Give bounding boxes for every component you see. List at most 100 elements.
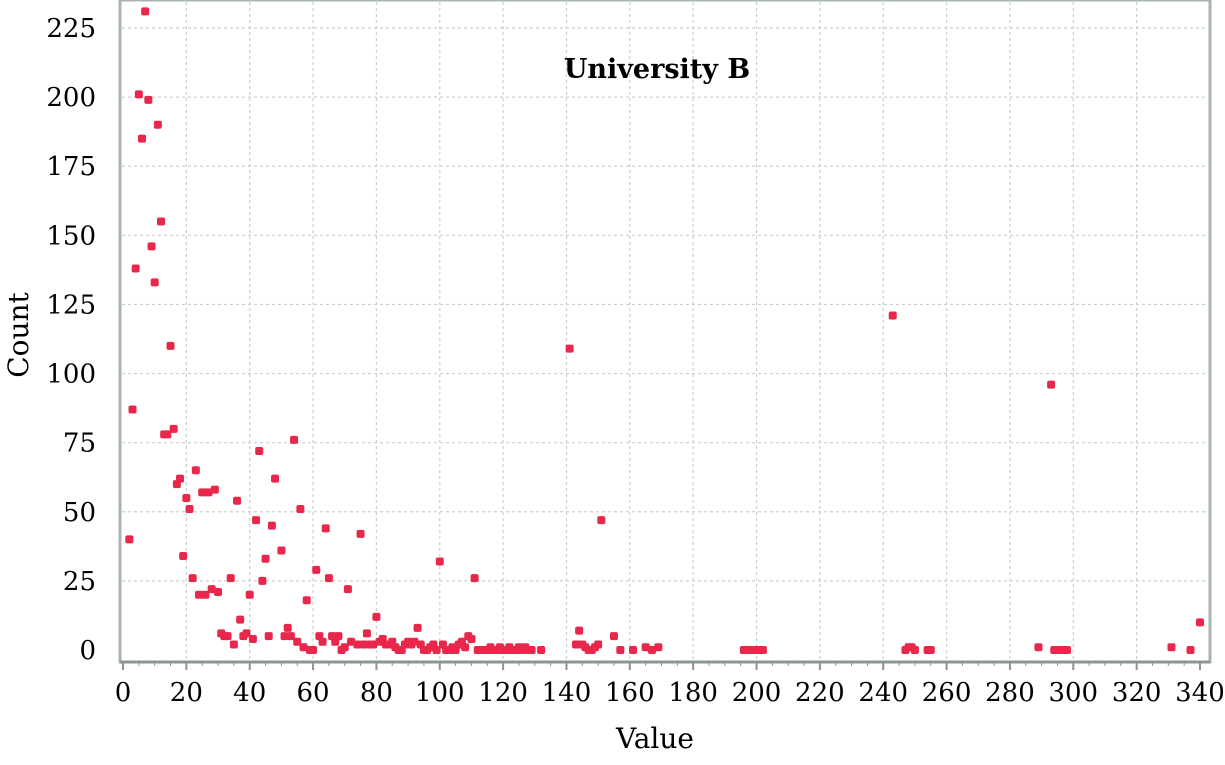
data-point	[575, 626, 584, 635]
data-point	[347, 637, 356, 646]
data-point	[296, 505, 305, 514]
data-point	[293, 637, 302, 646]
data-point	[1034, 643, 1043, 652]
chart-title: University B	[564, 54, 750, 85]
data-point	[565, 344, 574, 353]
x-tick-label: 200	[732, 678, 782, 708]
y-axis-ticks: 0 25 50 75 100 125 150 175 200 225	[46, 14, 96, 666]
data-point	[248, 634, 257, 643]
data-point	[334, 632, 343, 641]
data-point	[255, 446, 264, 455]
data-point	[204, 488, 213, 497]
data-point	[214, 587, 223, 596]
data-point	[210, 485, 219, 494]
x-tick-label: 20	[170, 678, 203, 708]
data-point	[654, 643, 663, 652]
x-tick-label: 320	[1112, 678, 1162, 708]
data-point	[413, 623, 422, 632]
data-point	[267, 521, 276, 530]
data-point	[571, 640, 580, 649]
data-point	[134, 90, 143, 99]
data-point	[641, 643, 650, 652]
x-tick-label: 180	[668, 678, 718, 708]
data-point	[628, 646, 637, 654]
data-point	[527, 646, 536, 654]
data-point	[141, 7, 150, 16]
data-point	[1186, 646, 1195, 654]
y-tick-label: 125	[46, 290, 96, 320]
data-point	[359, 640, 368, 649]
data-point	[432, 646, 441, 654]
y-axis-title: Count	[2, 291, 35, 377]
data-point	[597, 516, 606, 525]
data-point	[1196, 618, 1204, 627]
data-point	[461, 643, 470, 652]
data-point	[271, 474, 280, 483]
data-point	[242, 629, 251, 638]
data-point	[261, 554, 270, 563]
y-tick-label: 50	[63, 498, 96, 528]
data-point	[739, 646, 748, 654]
data-point	[191, 466, 200, 475]
data-point	[616, 646, 625, 654]
data-point	[318, 637, 327, 646]
data-point	[299, 643, 308, 652]
data-point	[207, 585, 216, 594]
data-point	[280, 632, 289, 641]
data-point	[185, 505, 194, 514]
data-point	[758, 646, 767, 654]
x-tick-label: 120	[478, 678, 528, 708]
data-point	[926, 646, 935, 654]
data-point	[324, 574, 333, 583]
data-point	[467, 634, 476, 643]
x-tick-label: 340	[1175, 678, 1225, 708]
data-point	[147, 242, 156, 251]
grid-lines	[122, 2, 1208, 660]
data-point	[128, 405, 137, 414]
x-tick-label: 100	[415, 678, 465, 708]
data-point	[258, 576, 267, 585]
data-point	[252, 516, 261, 525]
data-point	[198, 488, 207, 497]
data-point	[176, 474, 185, 483]
data-point	[182, 493, 191, 502]
data-point	[153, 120, 162, 129]
data-point	[125, 535, 134, 544]
data-point	[647, 646, 656, 654]
y-tick-label: 175	[46, 152, 96, 182]
data-point	[157, 217, 166, 226]
data-point	[283, 623, 292, 632]
data-point	[233, 496, 242, 505]
data-point	[362, 629, 371, 638]
data-point	[245, 590, 254, 599]
x-tick-label: 80	[360, 678, 393, 708]
data-point	[340, 643, 349, 652]
data-point	[910, 646, 919, 654]
y-tick-label: 25	[63, 567, 96, 597]
data-point	[888, 311, 897, 320]
data-point	[369, 640, 378, 649]
data-point	[372, 612, 381, 621]
y-tick-label: 0	[79, 636, 96, 666]
x-tick-label: 220	[795, 678, 845, 708]
x-tick-label: 140	[542, 678, 592, 708]
data-point	[470, 574, 479, 583]
data-point	[150, 278, 159, 287]
x-tick-label: 60	[297, 678, 330, 708]
plot-background	[120, 0, 1210, 662]
data-point	[169, 424, 178, 433]
data-point	[609, 632, 618, 641]
data-point	[343, 585, 352, 594]
x-tick-label: 240	[858, 678, 908, 708]
y-tick-label: 225	[46, 14, 96, 44]
data-point	[410, 637, 419, 646]
data-point	[166, 341, 175, 350]
data-point	[226, 574, 235, 583]
data-point	[236, 615, 245, 624]
y-tick-label: 100	[46, 360, 96, 390]
data-point	[537, 646, 546, 654]
data-point	[286, 632, 295, 641]
data-point	[312, 565, 321, 574]
data-point	[264, 632, 273, 641]
